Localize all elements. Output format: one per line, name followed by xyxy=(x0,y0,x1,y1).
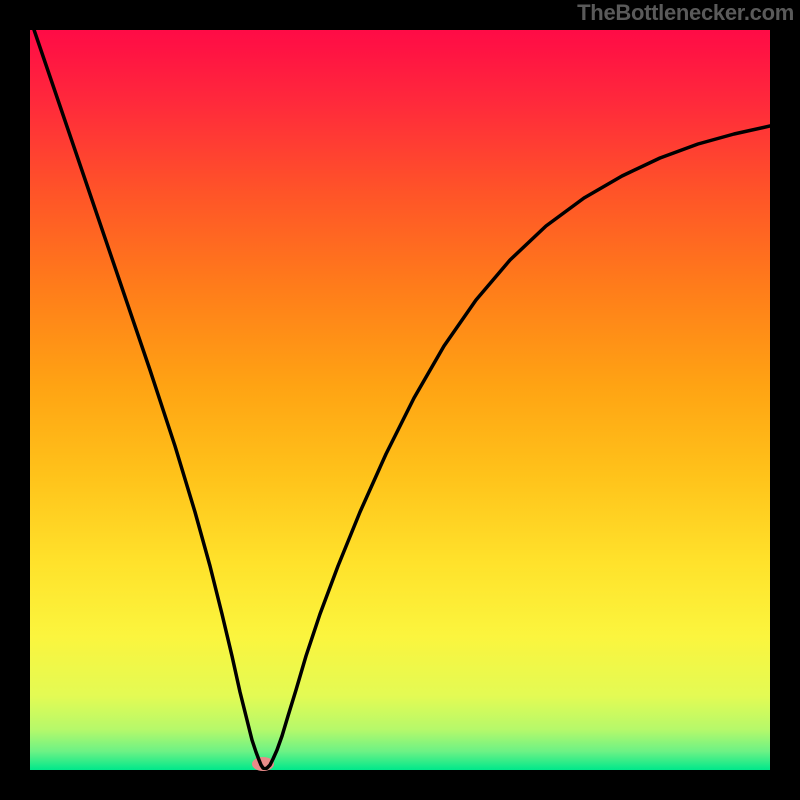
bottleneck-chart-svg xyxy=(0,0,800,800)
plot-area xyxy=(30,30,770,770)
watermark-text: TheBottlenecker.com xyxy=(577,0,794,26)
chart-container: TheBottlenecker.com xyxy=(0,0,800,800)
